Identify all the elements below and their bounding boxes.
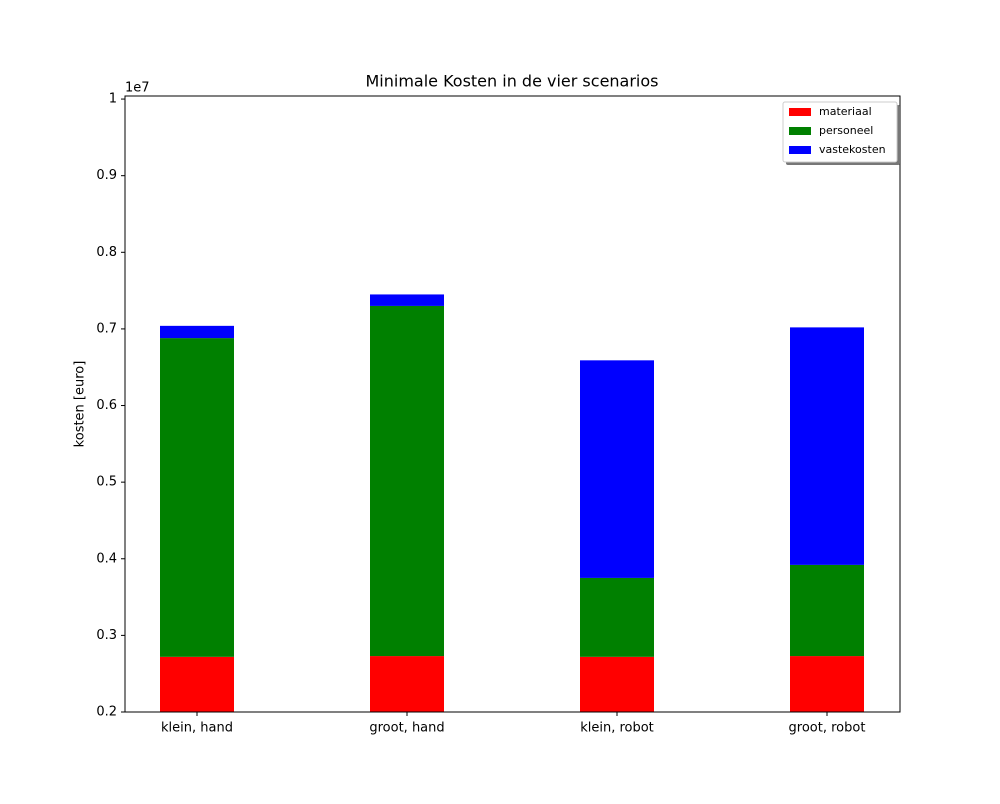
- axes-frame: [124, 95, 901, 713]
- bar-segment: [790, 656, 864, 712]
- x-tick-label: groot, hand: [369, 721, 444, 736]
- y-tick-label: 0.4: [96, 551, 117, 566]
- y-axis-label: kosten [euro]: [73, 361, 88, 448]
- bar-segment: [580, 656, 654, 712]
- bar-segment: [160, 656, 234, 712]
- legend-swatch: [789, 108, 811, 116]
- y-tick-label: 0.6: [96, 398, 117, 413]
- x-tick-label: klein, hand: [161, 721, 233, 736]
- y-tick-label: 0.9: [96, 168, 117, 183]
- bar-segment: [790, 327, 864, 565]
- legend-label: personeel: [819, 124, 873, 137]
- legend-label: materiaal: [819, 105, 872, 118]
- bar-segment: [580, 577, 654, 657]
- bar-segment: [160, 325, 234, 339]
- x-tick-label: klein, robot: [580, 721, 654, 736]
- x-tick-label: groot, robot: [789, 721, 866, 736]
- bar-segment: [160, 338, 234, 657]
- legend-swatch: [789, 146, 811, 154]
- legend-box: [782, 101, 898, 163]
- bar-segment: [370, 305, 444, 657]
- y-tick-label: 0.8: [96, 245, 117, 260]
- y-tick-label: 0.2: [96, 705, 117, 720]
- legend-label: vastekosten: [819, 143, 886, 156]
- y-tick-label: 1: [109, 92, 117, 107]
- y-tick-label: 0.5: [96, 475, 117, 490]
- y-tick-label: 0.3: [96, 628, 117, 643]
- y-offset-label: 1e7: [125, 81, 150, 96]
- bar-segment: [580, 360, 654, 578]
- bar-segment: [790, 564, 864, 657]
- bar-segment: [370, 294, 444, 306]
- chart-title: Minimale Kosten in de vier scenarios: [365, 72, 658, 91]
- y-tick-label: 0.7: [96, 321, 117, 336]
- legend-swatch: [789, 127, 811, 135]
- bar-segment: [370, 656, 444, 712]
